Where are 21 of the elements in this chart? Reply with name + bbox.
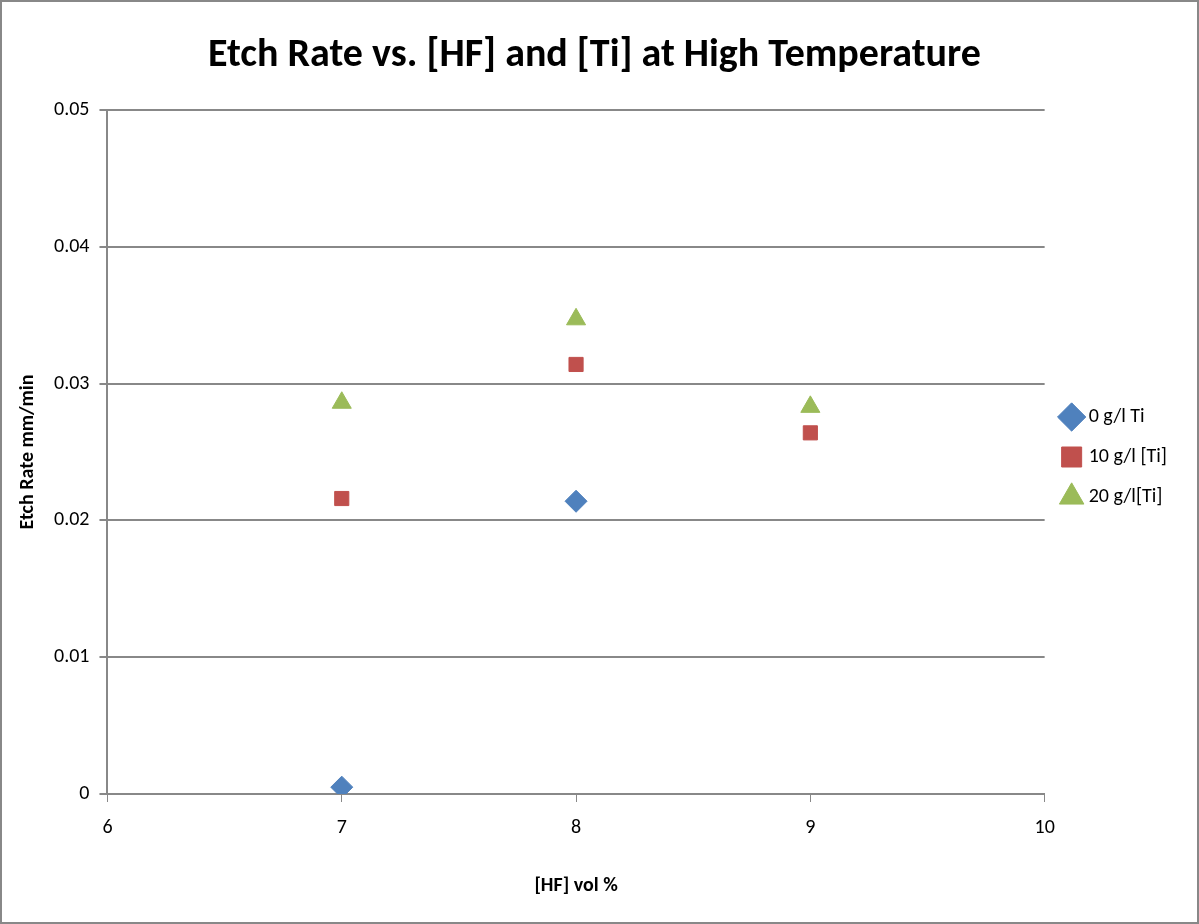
y-tick-label: 0 bbox=[79, 780, 90, 804]
x-tick-label: 10 bbox=[1034, 814, 1055, 838]
y-tick-label: 0.04 bbox=[53, 232, 90, 257]
point bbox=[334, 490, 350, 507]
y-tick-label: 0.01 bbox=[53, 643, 90, 668]
legend-label: 10 g/l [Ti] bbox=[1088, 443, 1167, 467]
y-axis-title: Etch Rate mm/min bbox=[14, 374, 38, 530]
legend-label: 20 g/l[Ti] bbox=[1088, 483, 1163, 507]
x-axis-title: [HF] vol % bbox=[534, 872, 619, 896]
chart-title: Etch Rate vs. [HF] and [Ti] at High Temperature bbox=[208, 28, 981, 77]
legend-label: 0 g/l Ti bbox=[1088, 403, 1145, 427]
point bbox=[564, 489, 588, 513]
y-tick-label: 0.05 bbox=[53, 96, 90, 120]
x-tick-label: 8 bbox=[570, 814, 582, 838]
y-tick-label: 0.03 bbox=[53, 369, 90, 394]
point bbox=[802, 425, 818, 441]
x-tick-label: 9 bbox=[805, 814, 816, 838]
y-tick-label: 0.02 bbox=[53, 506, 90, 531]
x-tick-label: 6 bbox=[102, 814, 113, 838]
x-tick-label: 7 bbox=[336, 814, 347, 838]
point bbox=[568, 356, 584, 373]
